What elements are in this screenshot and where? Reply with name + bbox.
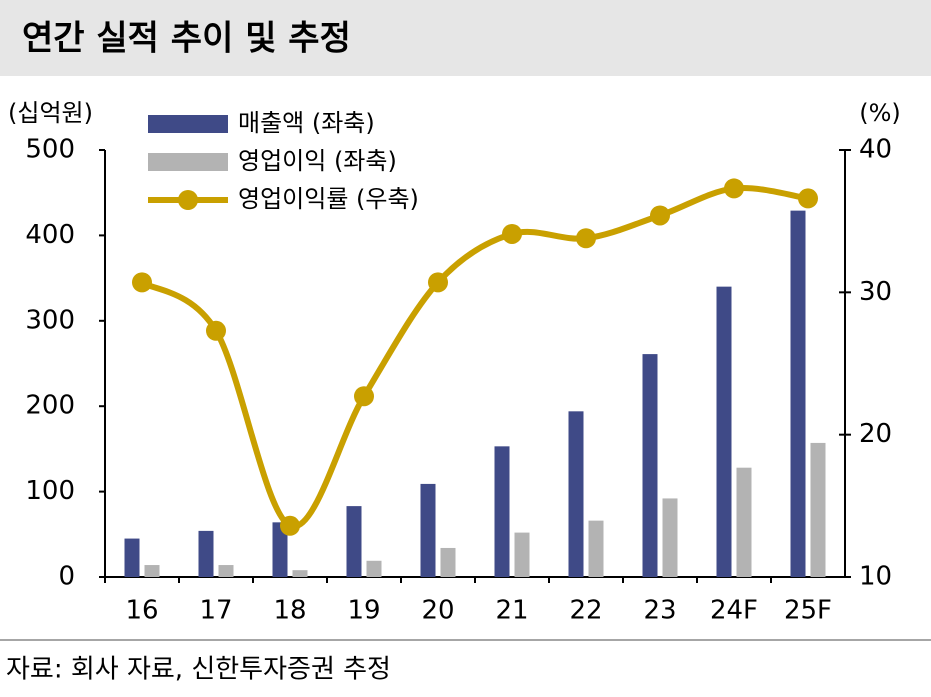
- x-tick-label: 18: [273, 596, 306, 626]
- bar: [494, 446, 510, 577]
- bar: [790, 210, 806, 577]
- x-tick-label: 21: [495, 596, 528, 626]
- bar: [272, 522, 288, 577]
- source-note: 자료: 회사 자료, 신한투자증권 추정: [6, 655, 391, 685]
- line-marker: [502, 223, 522, 244]
- x-tick-label: 20: [421, 596, 454, 626]
- bar: [420, 483, 436, 577]
- line-marker: [576, 228, 596, 249]
- y2-tick-label: 20: [859, 419, 892, 449]
- y-tick-label: 500: [25, 135, 75, 165]
- y-tick-label: 200: [25, 391, 75, 421]
- bar: [568, 411, 584, 577]
- bar: [292, 570, 308, 577]
- x-tick-label: 22: [569, 596, 602, 626]
- line-marker: [132, 272, 152, 293]
- legend-swatch: [178, 190, 198, 210]
- line-marker: [280, 515, 300, 536]
- y2-tick-label: 30: [859, 277, 892, 307]
- line-marker: [650, 205, 670, 226]
- line: [140, 184, 809, 530]
- y2-tick-label: 10: [859, 562, 892, 592]
- chart-title: 연간 실적 추이 및 추정: [22, 19, 351, 59]
- legend-label: 매출액 (좌축): [238, 109, 375, 137]
- bar: [144, 565, 160, 577]
- x-tick-label: 25F: [784, 596, 832, 626]
- bar: [218, 565, 234, 577]
- x-tick-label: 16: [125, 596, 158, 626]
- y-tick-label: 400: [25, 220, 75, 250]
- y-tick-label: 0: [58, 562, 75, 592]
- bar: [366, 560, 382, 577]
- y2-tick-label: 40: [859, 135, 892, 165]
- bar: [440, 547, 456, 577]
- title-band: [0, 0, 931, 76]
- x-tick-label: 19: [347, 596, 380, 626]
- bar: [514, 532, 530, 577]
- line-marker: [798, 188, 818, 209]
- x-tick-label: 23: [643, 596, 676, 626]
- x-tick-label: 24F: [710, 596, 758, 626]
- line-marker: [428, 272, 448, 293]
- y2-axis-label: (%): [859, 99, 901, 127]
- y-tick-label: 100: [25, 476, 75, 506]
- line-marker: [206, 320, 226, 341]
- bar: [810, 442, 826, 577]
- legend-label: 영업이익 (좌축): [238, 147, 397, 175]
- bar: [346, 506, 362, 577]
- bar: [588, 520, 604, 577]
- line-marker: [724, 178, 744, 199]
- legend-swatch: [148, 115, 228, 133]
- legend-label: 영업이익률 (우축): [238, 185, 419, 213]
- x-tick-label: 17: [199, 596, 232, 626]
- line-marker: [354, 386, 374, 407]
- legend-swatch: [148, 153, 228, 171]
- bar: [662, 498, 678, 577]
- bar: [198, 530, 214, 577]
- y-axis-label: (십억원): [8, 99, 93, 127]
- bar: [642, 354, 658, 577]
- bar: [124, 538, 140, 577]
- bar: [716, 286, 732, 577]
- bar: [736, 467, 752, 577]
- y-tick-label: 300: [25, 305, 75, 335]
